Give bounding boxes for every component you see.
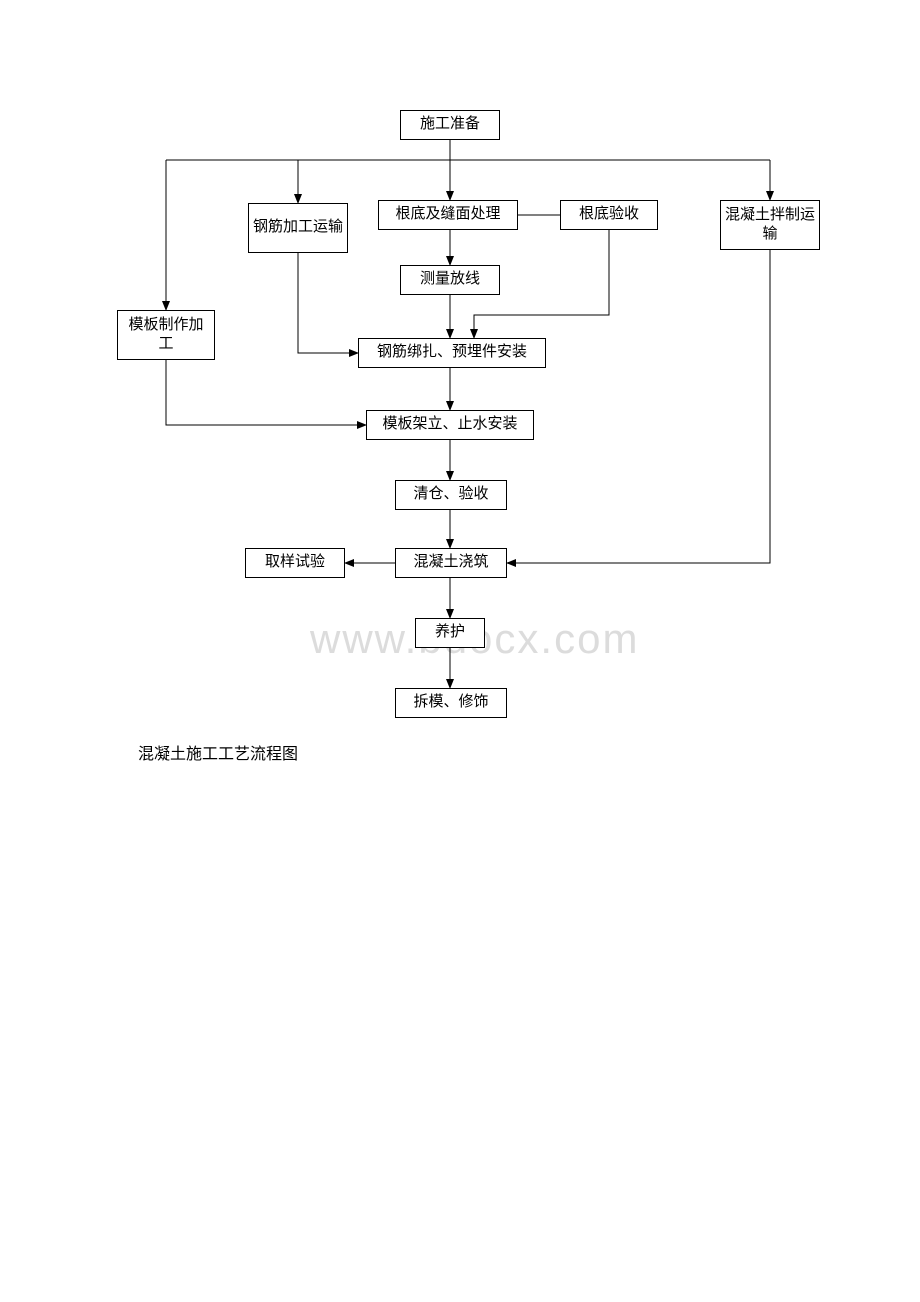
flow-node-n13: 养护 [415,618,485,648]
flow-node-n9: 模板架立、止水安装 [366,410,534,440]
flow-node-n6: 模板制作加工 [117,310,215,360]
flow-node-n10: 清仓、验收 [395,480,507,510]
flow-node-n3: 根底及缝面处理 [378,200,518,230]
flow-node-n7: 测量放线 [400,265,500,295]
flow-node-n8: 钢筋绑扎、预埋件安装 [358,338,546,368]
flow-node-n12: 混凝土浇筑 [395,548,507,578]
flow-node-n4: 根底验收 [560,200,658,230]
flow-node-n1: 施工准备 [400,110,500,140]
flowchart-lines [0,0,920,1302]
flow-node-n5: 混凝土拌制运输 [720,200,820,250]
diagram-caption: 混凝土施工工艺流程图 [138,740,298,764]
flow-node-n14: 拆模、修饰 [395,688,507,718]
flow-node-n2: 钢筋加工运输 [248,203,348,253]
flow-node-n11: 取样试验 [245,548,345,578]
